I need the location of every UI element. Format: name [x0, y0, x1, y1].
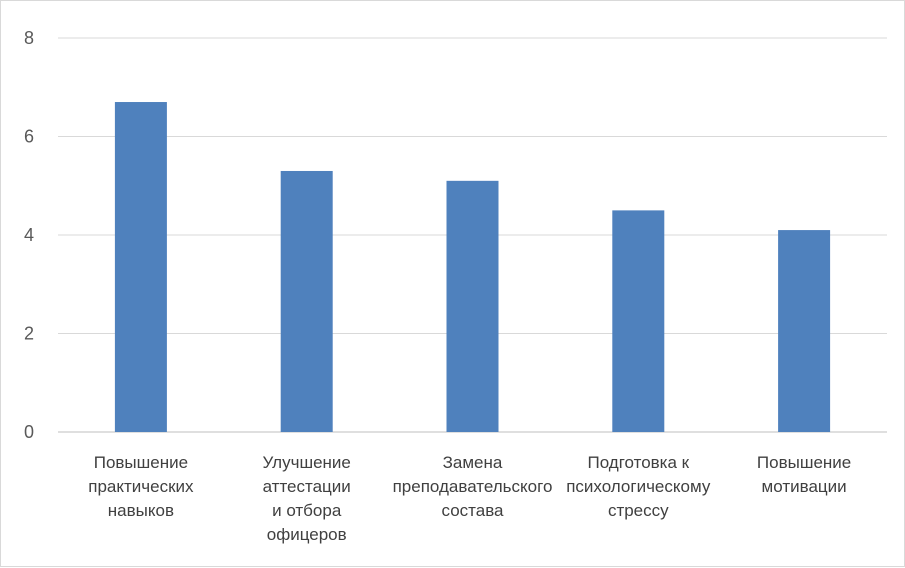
bar	[280, 170, 333, 432]
category-label-line: навыков	[108, 501, 174, 520]
bar	[778, 230, 831, 432]
category-label-line: практических	[88, 477, 194, 496]
x-axis-category-labels: Повышение практических навыков Улучшение атт…	[88, 453, 851, 544]
category-label-line: Повышение	[94, 453, 188, 472]
category-label-line: преподавательского	[393, 477, 553, 496]
y-tick-label: 6	[24, 127, 34, 147]
y-tick-label: 2	[24, 324, 34, 344]
y-tick-label: 8	[24, 28, 34, 48]
category-label-line: психологическому	[566, 477, 711, 496]
category-label-line: Улучшение	[263, 453, 351, 472]
category-label: Повышение практических навыков	[88, 453, 194, 520]
bars	[114, 102, 831, 433]
category-label-line: состава	[442, 501, 505, 520]
category-label: Подготовка к психологическому стрессу	[566, 453, 711, 520]
category-label-line: Повышение	[757, 453, 851, 472]
category-label-line: и отбора	[272, 501, 342, 520]
bar	[114, 102, 167, 433]
bar	[446, 180, 499, 432]
category-label-line: аттестации	[263, 477, 351, 496]
y-tick-label: 0	[24, 422, 34, 442]
category-label-line: Замена	[443, 453, 503, 472]
y-tick-label: 4	[24, 225, 34, 245]
bar	[612, 210, 665, 432]
category-label-line: офицеров	[267, 525, 347, 544]
y-axis-tick-labels: 0 2 4 6 8	[24, 28, 34, 442]
category-label-line: мотивации	[762, 477, 847, 496]
category-label: Повышение мотивации	[757, 453, 851, 496]
category-label: Замена преподавательского состава	[393, 453, 553, 520]
category-label-line: стрессу	[608, 501, 669, 520]
category-label: Улучшение аттестации и отбора офицеров	[263, 453, 351, 544]
category-label-line: Подготовка к	[587, 453, 689, 472]
